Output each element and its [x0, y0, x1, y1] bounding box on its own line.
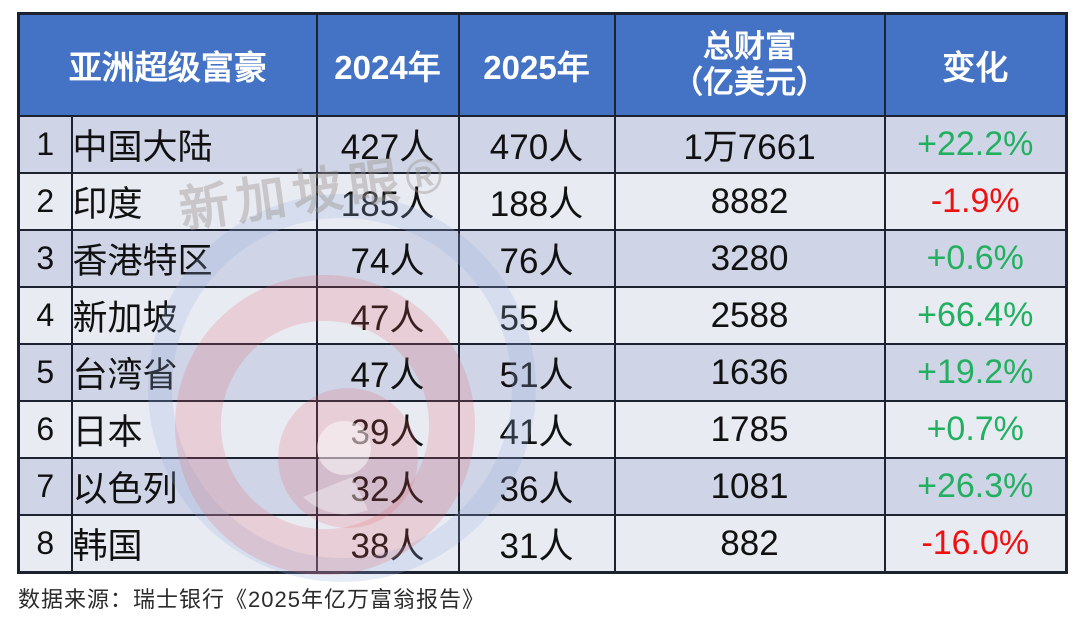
region-cell: 以色列	[70, 457, 318, 516]
count-2024-cell: 39人	[315, 400, 460, 459]
wealth-cell: 8882	[613, 172, 886, 231]
wealth-cell: 2588	[613, 286, 886, 345]
wealth-cell: 1785	[613, 400, 886, 459]
count-2025-cell: 36人	[457, 457, 616, 516]
change-cell: +0.7%	[883, 400, 1068, 459]
header-wealth-line1: 总财富	[703, 29, 796, 65]
table-row: 6 日本 39人 41人 1785 +0.7%	[17, 400, 1068, 459]
table-row: 2 印度 185人 188人 8882 -1.9%	[17, 172, 1068, 231]
count-2025-cell: 31人	[457, 514, 616, 574]
count-2025-cell: 41人	[457, 400, 616, 459]
count-2025-cell: 188人	[457, 172, 616, 231]
rank-cell: 3	[17, 229, 73, 288]
change-cell: +26.3%	[883, 457, 1068, 516]
count-2024-cell: 47人	[315, 286, 460, 345]
change-cell: +0.6%	[883, 229, 1068, 288]
header-2024: 2024年	[315, 12, 460, 117]
table-row: 5 台湾省 47人 51人 1636 +19.2%	[17, 343, 1068, 402]
header-row: 亚洲超级富豪 2024年 2025年 总财富 （亿美元） 变化	[17, 12, 1068, 117]
table-row: 7 以色列 32人 36人 1081 +26.3%	[17, 457, 1068, 516]
rank-cell: 5	[17, 343, 73, 402]
wealth-cell: 1万7661	[613, 115, 886, 174]
region-cell: 印度	[70, 172, 318, 231]
rank-cell: 1	[17, 115, 73, 174]
table-row: 8 韩国 38人 31人 882 -16.0%	[17, 514, 1068, 574]
rank-cell: 4	[17, 286, 73, 345]
rank-cell: 7	[17, 457, 73, 516]
count-2024-cell: 38人	[315, 514, 460, 574]
change-cell: +66.4%	[883, 286, 1068, 345]
count-2024-cell: 185人	[315, 172, 460, 231]
data-source-note: 数据来源：瑞士银行《2025年亿万富翁报告》	[18, 587, 485, 612]
wealth-cell: 1636	[613, 343, 886, 402]
region-cell: 韩国	[70, 514, 318, 574]
rank-cell: 2	[17, 172, 73, 231]
region-cell: 台湾省	[70, 343, 318, 402]
rank-cell: 6	[17, 400, 73, 459]
table-row: 3 香港特区 74人 76人 3280 +0.6%	[17, 229, 1068, 288]
rich-list-table: 亚洲超级富豪 2024年 2025年 总财富 （亿美元） 变化 1 中国大陆 4…	[17, 12, 1068, 574]
wealth-cell: 3280	[613, 229, 886, 288]
count-2024-cell: 427人	[315, 115, 460, 174]
table-row: 4 新加坡 47人 55人 2588 +66.4%	[17, 286, 1068, 345]
change-cell: +19.2%	[883, 343, 1068, 402]
count-2025-cell: 55人	[457, 286, 616, 345]
table-body: 1 中国大陆 427人 470人 1万7661 +22.2% 2 印度 185人…	[17, 115, 1068, 574]
count-2025-cell: 470人	[457, 115, 616, 174]
region-cell: 新加坡	[70, 286, 318, 345]
rank-cell: 8	[17, 514, 73, 574]
change-cell: +22.2%	[883, 115, 1068, 174]
header-total-wealth: 总财富 （亿美元）	[613, 12, 886, 117]
count-2024-cell: 74人	[315, 229, 460, 288]
change-cell: -1.9%	[883, 172, 1068, 231]
header-change: 变化	[883, 12, 1068, 117]
wealth-cell: 1081	[613, 457, 886, 516]
count-2024-cell: 47人	[315, 343, 460, 402]
header-2025: 2025年	[457, 12, 616, 117]
count-2025-cell: 76人	[457, 229, 616, 288]
count-2024-cell: 32人	[315, 457, 460, 516]
header-wealth-line2: （亿美元）	[672, 65, 827, 100]
table-row: 1 中国大陆 427人 470人 1万7661 +22.2%	[17, 115, 1068, 174]
count-2025-cell: 51人	[457, 343, 616, 402]
region-cell: 日本	[70, 400, 318, 459]
change-cell: -16.0%	[883, 514, 1068, 574]
header-group-title: 亚洲超级富豪	[17, 12, 318, 117]
region-cell: 中国大陆	[70, 115, 318, 174]
region-cell: 香港特区	[70, 229, 318, 288]
wealth-cell: 882	[613, 514, 886, 574]
